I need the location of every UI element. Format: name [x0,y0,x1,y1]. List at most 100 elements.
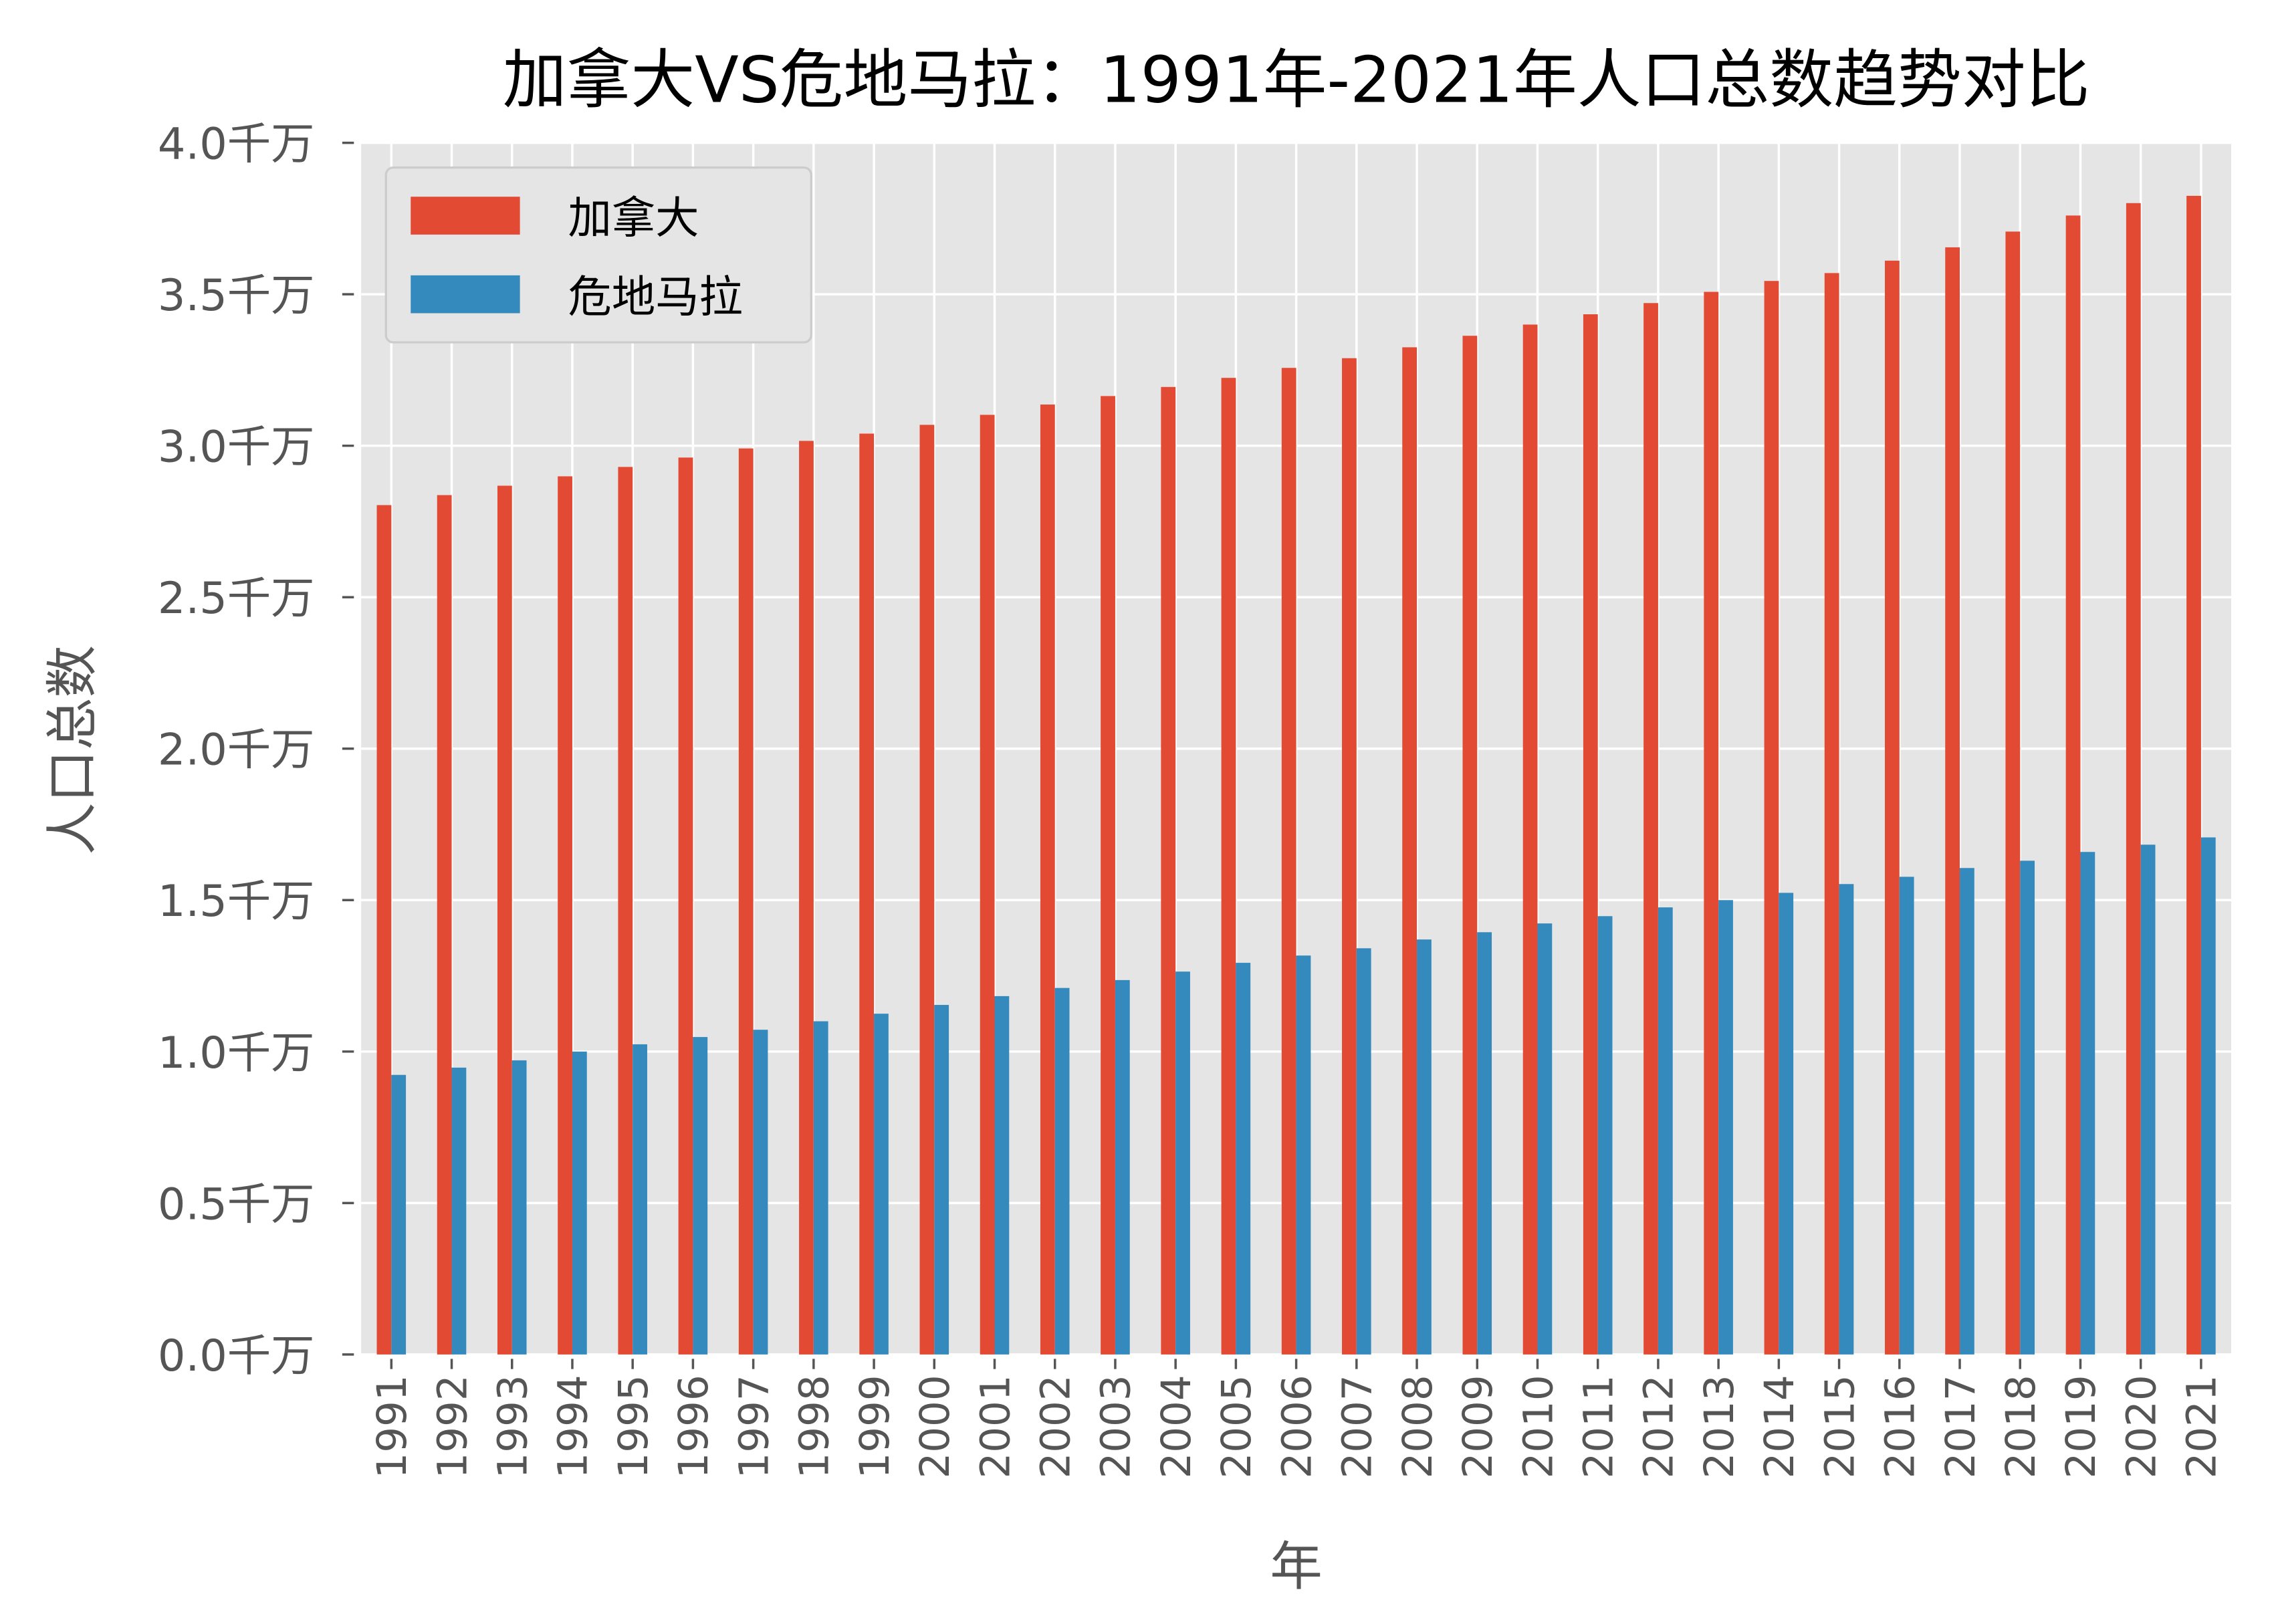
bar-canada-2021 [2186,195,2201,1355]
y-tick-label: 2.0千万 [158,725,315,776]
bar-canada-1993 [497,485,512,1355]
bar-canada-2016 [1885,260,1900,1355]
x-tick-label: 2005 [1213,1375,1260,1478]
bar-guatemala-2015 [1839,884,1854,1355]
bar-canada-1992 [437,495,452,1355]
x-tick-label: 2012 [1635,1375,1683,1478]
bar-canada-1996 [678,457,693,1355]
bar-canada-2003 [1101,396,1115,1355]
x-tick-label: 2019 [2057,1375,2105,1478]
y-tick-label: 2.5千万 [158,573,315,624]
x-tick-label: 2010 [1514,1375,1562,1478]
bar-guatemala-2010 [1537,923,1553,1355]
bar-canada-2001 [980,415,995,1355]
bar-canada-2005 [1221,378,1236,1355]
bar-guatemala-2011 [1597,916,1613,1355]
x-tick-label: 2017 [1937,1375,1984,1478]
bar-guatemala-1993 [512,1060,527,1355]
x-tick-label: 1995 [610,1375,657,1478]
bar-canada-2020 [2126,203,2141,1355]
bar-guatemala-2002 [1054,988,1070,1355]
bar-canada-2012 [1643,303,1658,1355]
bar-guatemala-2021 [2200,837,2216,1355]
x-tick-label: 1991 [368,1375,416,1478]
bar-guatemala-1998 [813,1021,828,1355]
x-tick-label: 2001 [972,1375,1019,1478]
x-tick-label: 2021 [2178,1375,2226,1478]
x-tick-label: 2008 [1394,1375,1442,1478]
bar-guatemala-2016 [1899,877,1914,1355]
bar-canada-2011 [1583,314,1598,1355]
bar-canada-2004 [1161,386,1176,1355]
x-tick-label: 2009 [1454,1375,1502,1478]
x-tick-label: 2020 [2118,1375,2165,1478]
x-tick-label: 1994 [550,1375,597,1478]
bar-canada-2007 [1342,358,1357,1355]
bar-guatemala-2008 [1417,939,1432,1355]
bar-canada-2017 [1945,247,1960,1355]
x-tick-label: 2004 [1153,1375,1200,1478]
x-tick-label: 2016 [1877,1375,1924,1478]
x-tick-label: 2013 [1696,1375,1743,1478]
x-tick-label: 1993 [489,1375,537,1478]
x-tick-label: 2000 [911,1375,959,1478]
bar-guatemala-1994 [572,1051,587,1355]
y-tick-label: 1.0千万 [158,1028,315,1078]
bar-guatemala-2012 [1658,907,1673,1355]
bar-guatemala-1992 [451,1067,467,1355]
x-tick-label: 2006 [1273,1375,1321,1478]
bar-canada-2009 [1462,336,1478,1355]
bar-canada-2015 [1824,273,1839,1355]
x-tick-label: 1996 [670,1375,717,1478]
chart-title: 加拿大VS危地马拉：1991年-2021年人口总数趋势对比 [503,43,2090,118]
y-axis: 0.0千万 0.5千万 1.0千万 1.5千万 2.0千万 2.5千万 3.0千万 3.5千万… [158,119,354,1381]
bar-guatemala-2007 [1356,948,1371,1355]
x-tick-label: 1997 [730,1375,778,1478]
bar-guatemala-2005 [1236,963,1251,1355]
bar-guatemala-2003 [1115,979,1130,1355]
x-axis-label: 年 [1270,1536,1322,1597]
bar-guatemala-1991 [391,1074,407,1355]
x-tick-label: 1998 [791,1375,838,1478]
legend-swatch-guatemala [411,275,520,314]
bar-guatemala-2004 [1175,971,1190,1355]
bar-guatemala-2000 [934,1005,949,1355]
bar-guatemala-1999 [874,1014,889,1355]
bar-canada-1994 [558,476,572,1355]
bar-canada-2018 [2005,231,2021,1355]
bar-canada-2010 [1522,324,1538,1355]
bars [376,195,2216,1355]
x-tick-label: 2018 [1997,1375,2045,1478]
bar-canada-2008 [1402,347,1417,1355]
bar-guatemala-2001 [994,996,1010,1355]
bar-canada-2000 [919,425,935,1355]
legend-label-canada: 加拿大 [568,193,699,244]
bar-guatemala-2018 [2020,860,2035,1355]
y-tick-label: 4.0千万 [158,119,315,170]
x-tick-label: 2015 [1816,1375,1863,1478]
bar-canada-2019 [2065,215,2081,1355]
x-axis: 1991 1992 1993 1994 1995 1996 1997 1998 1999 2000… [368,1359,2226,1479]
bar-guatemala-2017 [1960,868,1974,1355]
bar-guatemala-2014 [1779,893,1794,1355]
bar-canada-1999 [859,433,875,1355]
x-tick-label: 1999 [851,1375,899,1478]
bar-guatemala-1997 [753,1030,768,1355]
bar-canada-1997 [738,448,754,1355]
x-tick-label: 2014 [1756,1375,1803,1478]
bar-canada-1991 [376,505,392,1355]
bar-guatemala-1995 [633,1044,647,1355]
x-tick-label: 1992 [429,1375,476,1478]
x-tick-label: 2007 [1334,1375,1381,1478]
bar-guatemala-2013 [1718,900,1733,1355]
bar-guatemala-2020 [2140,844,2156,1355]
legend-label-guatemala: 危地马拉 [568,271,743,322]
y-axis-label: 人口总数 [42,645,103,855]
bar-guatemala-1996 [693,1037,708,1355]
bar-canada-2013 [1704,292,1719,1355]
y-tick-label: 0.0千万 [158,1330,315,1381]
y-tick-label: 0.5千万 [158,1179,315,1230]
bar-guatemala-2019 [2080,852,2095,1355]
legend: 加拿大 危地马拉 [384,166,812,344]
